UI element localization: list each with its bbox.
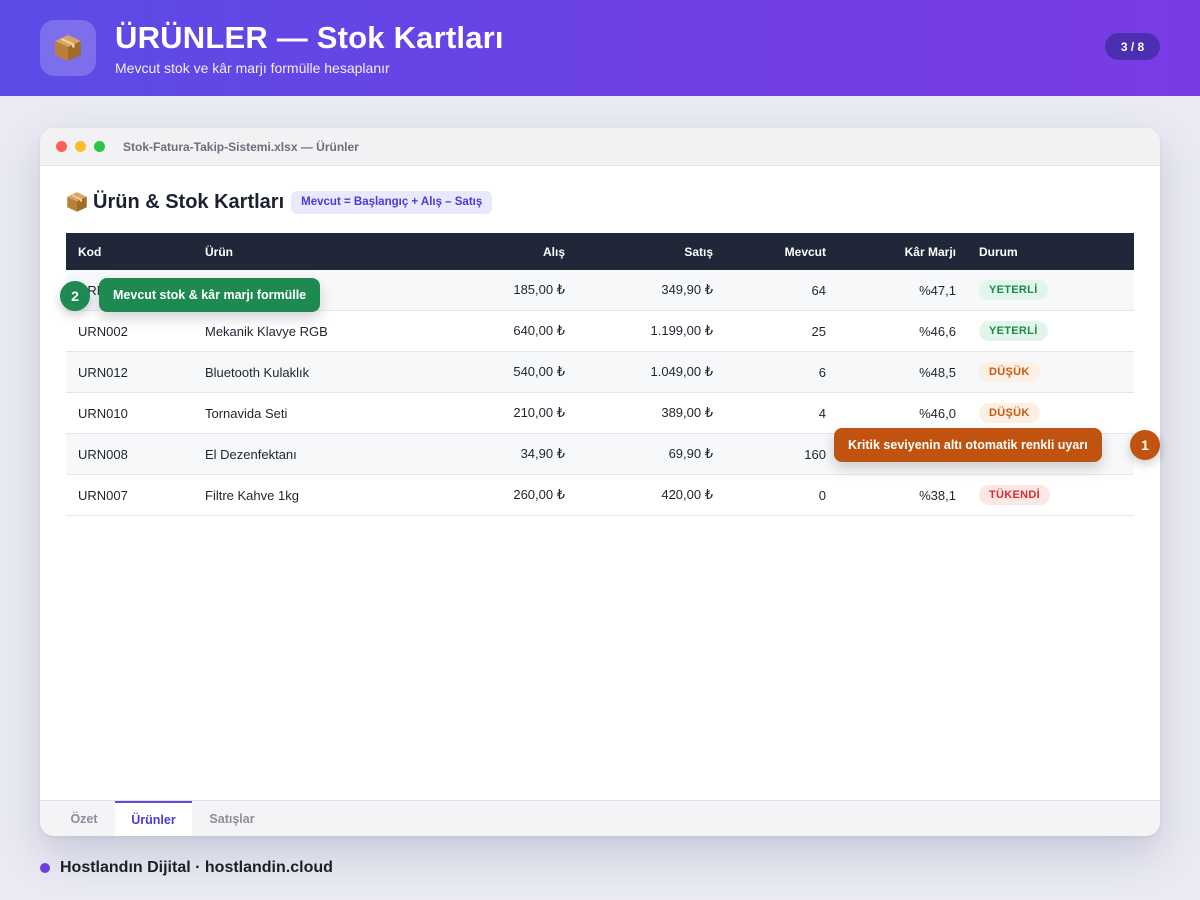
cell-alis[interactable]: 185,00 ₺ [513, 282, 565, 297]
status-badge: YETERLİ [979, 321, 1048, 341]
window-title: Stok-Fatura-Takip-Sistemi.xlsx — Ürünler [123, 140, 359, 154]
cell-urun[interactable]: Tornavida Seti [205, 405, 288, 421]
sheet-heading: Ürün & Stok Kartları Mevcut = Başlangıç … [65, 190, 493, 214]
table-row[interactable]: URN012 Bluetooth Kulaklık 540,00 ₺ 1.049… [66, 352, 1134, 393]
header-banner: ÜRÜNLER — Stok Kartları Mevcut stok ve k… [0, 0, 1200, 96]
maximize-window-button[interactable] [94, 141, 105, 152]
cell-mevcut[interactable]: 25 [811, 323, 826, 339]
package-icon [65, 190, 89, 214]
close-window-button[interactable] [56, 141, 67, 152]
brand-dot-icon [40, 863, 50, 873]
cell-alis[interactable]: 540,00 ₺ [513, 364, 565, 379]
page-counter: 3 / 8 [1105, 33, 1160, 60]
cell-kod[interactable]: URN007 [78, 487, 128, 503]
cell-satis[interactable]: 349,90 ₺ [661, 282, 713, 297]
callout-formula: Mevcut stok & kâr marjı formülle [99, 278, 321, 312]
cell-urun[interactable]: El Dezenfektanı [205, 446, 297, 462]
page-subtitle: Mevcut stok ve kâr marjı formülle hesapl… [115, 60, 390, 76]
cell-urun[interactable]: Bluetooth Kulaklık [205, 364, 310, 380]
cell-urun[interactable]: Filtre Kahve 1kg [205, 487, 299, 503]
cell-kod[interactable]: URN012 [78, 364, 128, 380]
products-table: Kod Ürün Alış Satış Mevcut Kâr Marjı Dur… [66, 233, 1134, 516]
page-title: ÜRÜNLER — Stok Kartları [115, 20, 504, 55]
window-titlebar: Stok-Fatura-Takip-Sistemi.xlsx — Ürünler [40, 128, 1160, 166]
status-badge: DÜŞÜK [979, 362, 1040, 382]
cell-alis[interactable]: 260,00 ₺ [513, 487, 565, 502]
spreadsheet-window: Stok-Fatura-Takip-Sistemi.xlsx — Ürünler… [40, 128, 1160, 836]
cell-kar-marji[interactable]: %46,6 [919, 323, 956, 339]
table-row[interactable]: URN007 Filtre Kahve 1kg 260,00 ₺ 420,00 … [66, 475, 1134, 516]
status-badge: TÜKENDİ [979, 485, 1050, 505]
cell-kar-marji[interactable]: %47,1 [919, 282, 956, 298]
column-header-kod[interactable]: Kod [78, 244, 102, 259]
cell-satis[interactable]: 389,00 ₺ [661, 405, 713, 420]
table-row[interactable]: URN002 Mekanik Klavye RGB 640,00 ₺ 1.199… [66, 311, 1134, 352]
cell-durum[interactable]: TÜKENDİ [979, 475, 1050, 515]
cell-urun[interactable]: Mekanik Klavye RGB [205, 323, 328, 339]
cell-durum[interactable]: YETERLİ [979, 270, 1048, 310]
cell-kar-marji[interactable]: %38,1 [919, 487, 956, 503]
table-header: Kod Ürün Alış Satış Mevcut Kâr Marjı Dur… [66, 233, 1134, 270]
sheet-tab-bar: Özet Ürünler Satışlar [40, 800, 1160, 836]
cell-mevcut[interactable]: 0 [818, 487, 826, 503]
cell-mevcut[interactable]: 6 [818, 364, 826, 380]
cell-kar-marji[interactable]: %48,5 [919, 364, 956, 380]
cell-satis[interactable]: 69,90 ₺ [668, 446, 713, 461]
column-header-mevcut[interactable]: Mevcut [784, 244, 826, 259]
column-header-kar-marji[interactable]: Kâr Marjı [904, 244, 956, 259]
package-icon [40, 20, 96, 76]
cell-durum[interactable]: DÜŞÜK [979, 352, 1040, 392]
status-badge: YETERLİ [979, 280, 1048, 300]
cell-mevcut[interactable]: 64 [811, 282, 826, 298]
cell-kod[interactable]: URN010 [78, 405, 128, 421]
cell-satis[interactable]: 420,00 ₺ [661, 487, 713, 502]
tab-urunler[interactable]: Ürünler [115, 801, 192, 836]
callout-critical-warning: Kritik seviyenin altı otomatik renkli uy… [834, 428, 1102, 462]
cell-satis[interactable]: 1.199,00 ₺ [650, 323, 714, 338]
cell-durum[interactable]: YETERLİ [979, 311, 1048, 351]
footer-text: Hostlandın Dijital · hostlandin.cloud [60, 859, 333, 876]
column-header-urun[interactable]: Ürün [205, 244, 233, 259]
sheet-heading-text: Ürün & Stok Kartları [93, 190, 285, 213]
callout-number-2: 2 [60, 281, 90, 311]
cell-mevcut[interactable]: 160 [804, 446, 826, 462]
cell-kar-marji[interactable]: %46,0 [919, 405, 956, 421]
column-header-alis[interactable]: Alış [542, 244, 565, 259]
minimize-window-button[interactable] [75, 141, 86, 152]
status-badge: DÜŞÜK [979, 403, 1040, 423]
cell-durum[interactable]: DÜŞÜK [979, 393, 1040, 433]
column-header-durum[interactable]: Durum [979, 244, 1018, 259]
cell-alis[interactable]: 34,90 ₺ [520, 446, 565, 461]
tab-ozet[interactable]: Özet [70, 812, 98, 826]
cell-kod[interactable]: URN008 [78, 446, 128, 462]
cell-satis[interactable]: 1.049,00 ₺ [650, 364, 714, 379]
formula-chip: Mevcut = Başlangıç + Alış – Satış [291, 190, 493, 214]
column-header-satis[interactable]: Satış [684, 244, 713, 259]
callout-number-1: 1 [1130, 430, 1160, 460]
footer-brand: Hostlandın Dijital · hostlandin.cloud [40, 859, 333, 877]
cell-alis[interactable]: 210,00 ₺ [513, 405, 565, 420]
cell-kod[interactable]: URN002 [78, 323, 128, 339]
cell-alis[interactable]: 640,00 ₺ [513, 323, 565, 338]
tab-satislar[interactable]: Satışlar [209, 812, 255, 826]
cell-mevcut[interactable]: 4 [818, 405, 826, 421]
table-row[interactable]: URN010 Tornavida Seti 210,00 ₺ 389,00 ₺ … [66, 393, 1134, 434]
